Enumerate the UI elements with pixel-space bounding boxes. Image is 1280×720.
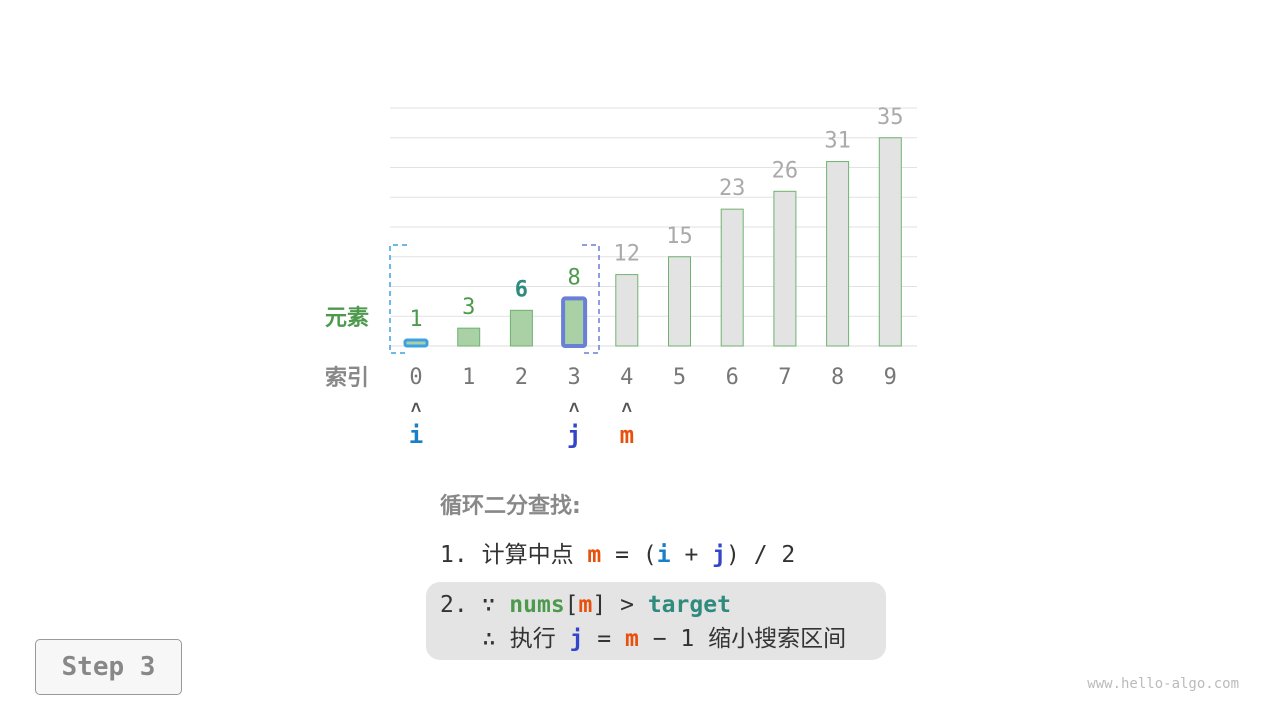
index-label: 1	[462, 365, 475, 390]
value-label: 35	[877, 105, 904, 130]
index-label: 4	[620, 365, 633, 390]
op: − 1	[652, 626, 695, 652]
index-label: 2	[515, 365, 528, 390]
var-i: i	[656, 542, 671, 568]
index-label: 8	[831, 365, 844, 390]
pointer-j: j	[567, 421, 581, 449]
step-2-result: ∴ 执行 j = m − 1 缩小搜索区间	[440, 622, 872, 656]
op: / 2	[753, 542, 796, 568]
op: (	[642, 542, 657, 568]
op: =	[615, 542, 629, 568]
pointer-arrow-icon: ˄	[621, 398, 632, 419]
pointer-arrow-icon: ˄	[569, 398, 580, 419]
step-text: 计算中点	[481, 542, 574, 568]
op: =	[597, 626, 612, 652]
pointer-highlight	[403, 338, 429, 348]
pointer-arrow-icon: ˄	[411, 398, 422, 419]
bar	[668, 256, 691, 347]
step-num: 1.	[440, 542, 468, 568]
var-nums: nums	[509, 592, 565, 618]
value-label: 6	[515, 277, 528, 302]
index-label: 6	[726, 365, 739, 390]
bar	[457, 327, 481, 347]
therefore-symbol: ∴	[482, 626, 496, 652]
var-j: j	[712, 542, 727, 568]
value-label: 26	[772, 158, 799, 183]
step-button[interactable]: Step 3	[35, 639, 182, 695]
var-j: j	[569, 626, 584, 652]
index-label: 7	[778, 365, 791, 390]
var-m: m	[587, 542, 602, 568]
op: )	[726, 542, 740, 568]
var-m: m	[625, 626, 639, 652]
value-label: 8	[567, 265, 580, 290]
value-label: 23	[719, 176, 746, 201]
bar	[878, 137, 902, 347]
op: >	[620, 592, 634, 618]
elements-row-label: 元素	[325, 306, 370, 331]
bar	[826, 161, 850, 347]
step-2-highlight: 2. ∵ nums[m] > target ∴ 执行 j = m − 1 缩小搜…	[426, 582, 886, 660]
op: +	[684, 542, 699, 568]
steps-panel: 循环二分查找: 1. 计算中点 m = (i + j) / 2 2. ∵ num…	[426, 488, 886, 660]
step-2: 2. ∵ nums[m] > target	[440, 588, 872, 622]
value-label: 15	[666, 224, 693, 249]
because-symbol: ∵	[481, 592, 496, 618]
value-label: 1	[409, 307, 422, 332]
search-range-left-bracket	[389, 244, 407, 354]
step-num: 2.	[440, 592, 468, 618]
bar	[720, 208, 744, 347]
index-label: 5	[673, 365, 686, 390]
step-text: 缩小搜索区间	[708, 626, 847, 652]
bar	[562, 297, 586, 347]
pointer-highlight	[561, 296, 588, 348]
indices-row-label: 索引	[325, 366, 370, 391]
watermark: www.hello-algo.com	[1087, 676, 1239, 692]
step-1: 1. 计算中点 m = (i + j) / 2	[440, 538, 886, 572]
index-label: 9	[884, 365, 897, 390]
value-label: 31	[824, 129, 851, 154]
pointer-i: i	[409, 421, 423, 449]
op: [	[564, 592, 579, 618]
var-m: m	[578, 592, 593, 618]
pointer-m: m	[620, 421, 634, 449]
bar	[509, 309, 533, 347]
steps-title: 循环二分查找:	[440, 494, 581, 519]
value-label: 3	[462, 295, 475, 320]
value-label: 12	[614, 242, 641, 267]
bar	[773, 190, 797, 347]
op: ]	[592, 592, 607, 618]
step-text: 执行	[509, 626, 556, 652]
index-label: 0	[409, 365, 422, 390]
index-label: 3	[567, 365, 580, 390]
var-target: target	[647, 592, 731, 618]
bar	[615, 274, 639, 347]
